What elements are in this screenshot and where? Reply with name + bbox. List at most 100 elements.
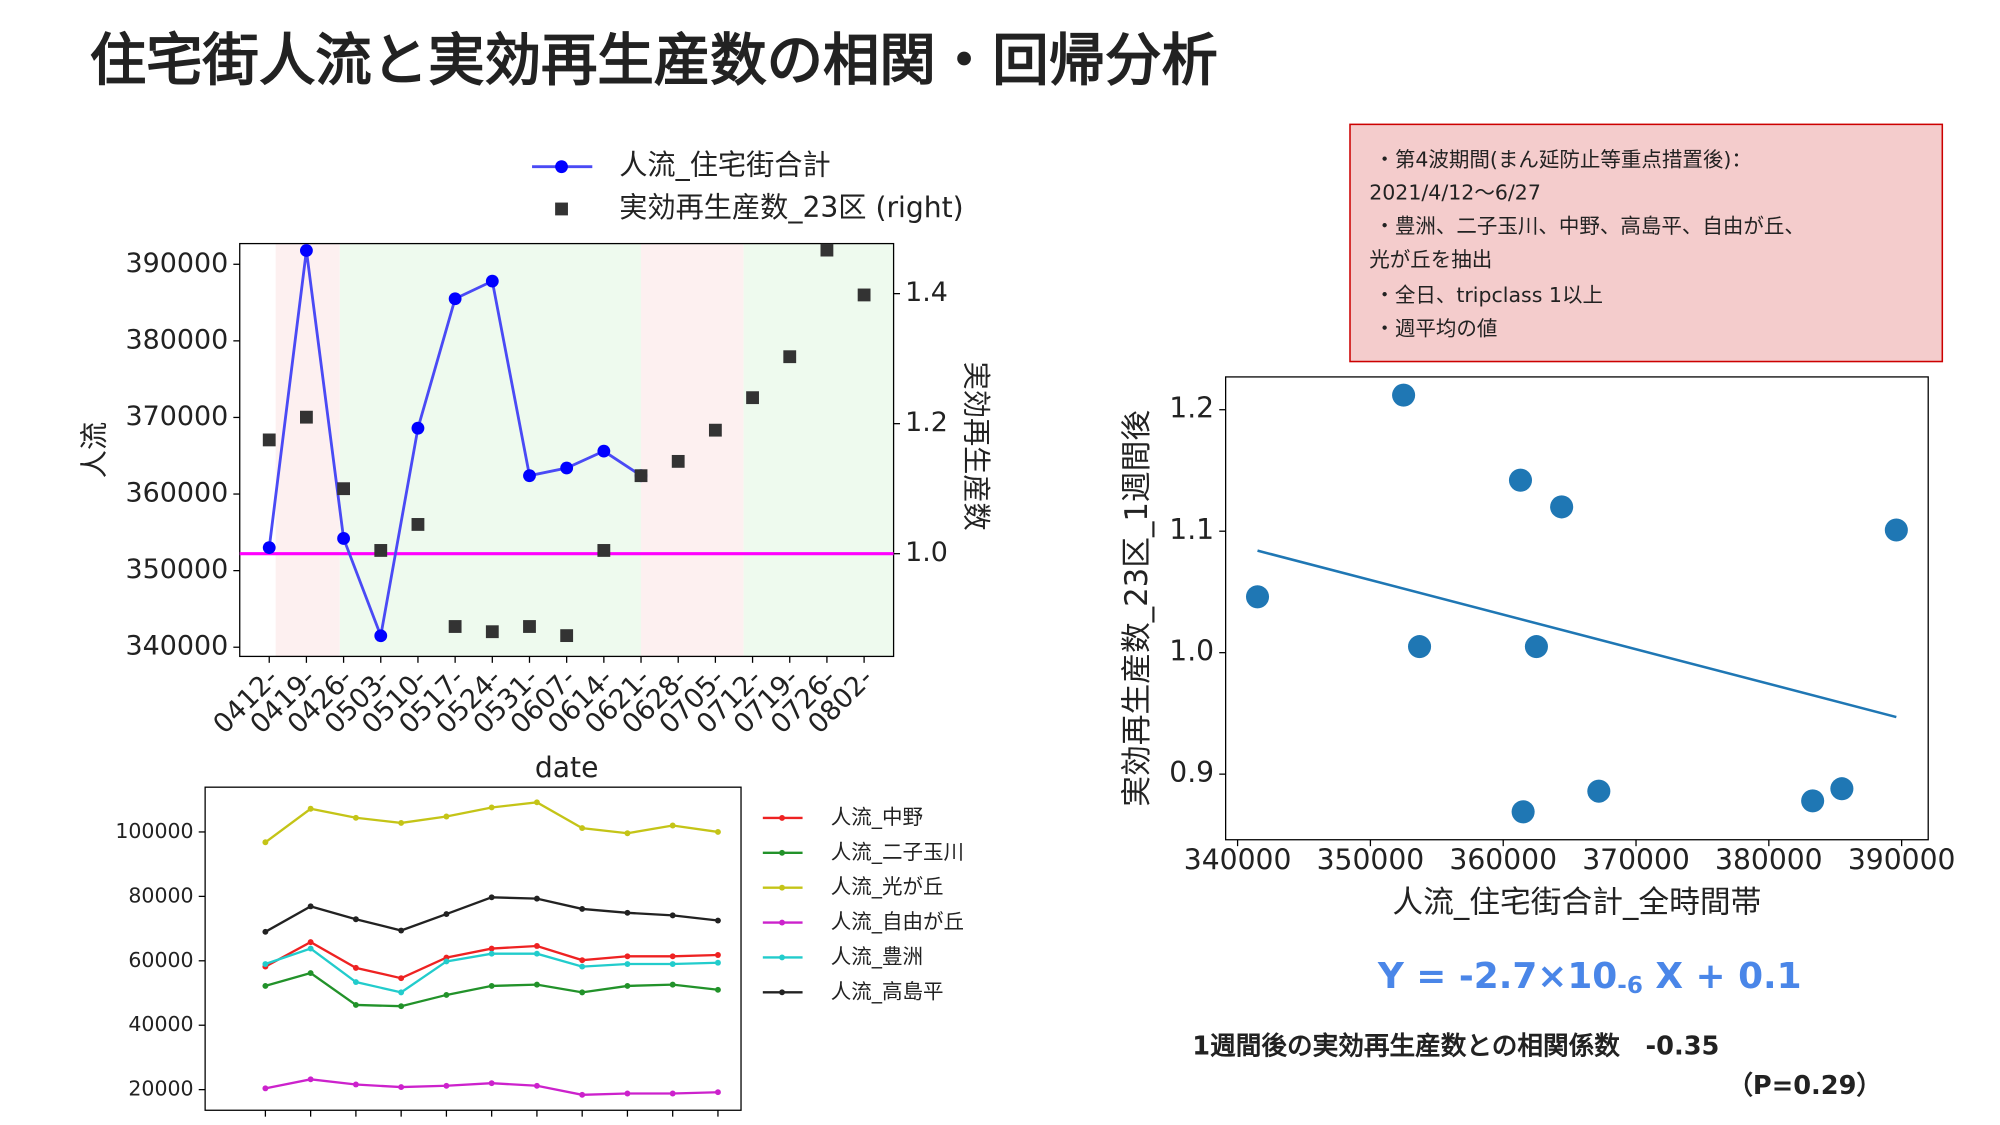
data-point: [1830, 777, 1854, 801]
data-point: [579, 989, 586, 996]
p-value: （P=0.29）: [1727, 1071, 1882, 1101]
data-point: [262, 1085, 269, 1092]
data-point: [1884, 518, 1908, 542]
data-point: [488, 804, 495, 811]
y-tick-label: 1.2: [905, 407, 948, 438]
y-tick-label: 80000: [128, 883, 193, 907]
x-axis-label: 人流_住宅街合計_全時間帯: [1392, 884, 1761, 920]
data-point: [560, 461, 574, 475]
legend-label: 人流_豊洲: [831, 944, 923, 969]
data-point: [669, 1090, 676, 1097]
data-point: [488, 894, 495, 901]
data-point: [443, 911, 450, 918]
data-point: [262, 961, 269, 967]
y-tick-label: 60000: [128, 948, 193, 972]
y-axis-label: 人流: [78, 422, 111, 478]
data-point: [624, 982, 631, 989]
x-axis-label: date: [535, 751, 599, 784]
data-point: [448, 292, 462, 306]
data-point: [374, 629, 388, 643]
legend-marker: [779, 989, 785, 996]
legend-marker: [779, 954, 785, 961]
data-point: [398, 1084, 405, 1091]
note-box: [1349, 123, 1944, 363]
data-point: [669, 953, 676, 960]
note-line: 光が丘を抽出: [1369, 247, 1492, 271]
data-point: [624, 953, 631, 960]
data-point: [1511, 800, 1535, 824]
data-point: [411, 518, 425, 531]
data-point: [398, 975, 405, 982]
data-point: [1801, 789, 1825, 813]
data-point: [337, 482, 350, 496]
data-point: [560, 629, 574, 643]
data-point: [485, 625, 499, 639]
data-point: [262, 982, 269, 989]
data-point: [624, 909, 631, 916]
data-point: [307, 970, 314, 976]
data-point: [352, 979, 359, 986]
data-point: [533, 950, 540, 957]
y-tick-label: 1.4: [905, 277, 948, 308]
data-point: [398, 927, 405, 934]
data-point: [669, 981, 676, 988]
y-tick-label: 100000: [115, 819, 193, 843]
period-shade: [641, 243, 744, 657]
data-point: [488, 945, 495, 952]
data-point: [533, 799, 540, 806]
data-point: [352, 964, 359, 971]
data-point: [485, 274, 499, 288]
data-point: [262, 433, 276, 447]
data-point: [624, 961, 631, 967]
x-tick-label: 370000: [1582, 844, 1690, 877]
data-point: [533, 895, 540, 902]
data-point: [443, 958, 450, 965]
legend-label: 人流_高島平: [831, 979, 944, 1004]
data-point: [597, 544, 611, 557]
data-point: [398, 989, 405, 996]
y-tick-label: 390000: [125, 248, 228, 279]
data-point: [579, 957, 586, 964]
data-point: [300, 244, 313, 257]
plot-frame: [1225, 376, 1929, 841]
data-point: [523, 620, 536, 633]
data-point: [783, 350, 797, 364]
data-point: [352, 814, 359, 821]
data-point: [715, 829, 721, 835]
data-point: [533, 981, 540, 988]
data-point: [307, 805, 314, 812]
data-point: [715, 959, 721, 966]
data-point: [715, 917, 721, 924]
data-point: [669, 822, 676, 829]
data-point: [669, 961, 676, 967]
data-point: [597, 444, 611, 458]
equation-main: Y = -2.7×10: [1377, 956, 1617, 997]
legend-marker: [779, 884, 785, 891]
period-shade: [339, 243, 642, 657]
data-point: [708, 423, 722, 437]
y-tick-label: 1.0: [905, 537, 948, 568]
legend-label: 人流_住宅街合計: [619, 149, 830, 182]
data-point: [374, 544, 388, 557]
data-point: [669, 912, 676, 919]
data-point: [352, 916, 359, 923]
data-point: [579, 963, 586, 970]
data-point: [820, 243, 834, 257]
x-tick-label: 360000: [1449, 844, 1557, 877]
data-point: [352, 1081, 359, 1088]
data-point: [443, 1082, 450, 1089]
data-point: [488, 982, 495, 989]
data-point: [262, 928, 269, 935]
note-line: ・豊洲、二子玉川、中野、高島平、自由が丘、: [1374, 214, 1805, 238]
data-point: [715, 986, 721, 993]
y-tick-label: 380000: [125, 324, 228, 355]
data-point: [1587, 779, 1611, 803]
data-point: [579, 825, 586, 832]
data-point: [579, 1091, 586, 1098]
y-tick-label: 0.9: [1169, 756, 1214, 789]
x-tick-label: 340000: [1184, 844, 1292, 877]
x-tick-label: 350000: [1317, 844, 1425, 877]
plot-frame: [204, 786, 742, 1111]
y-tick-label: 350000: [125, 554, 228, 585]
data-point: [746, 391, 759, 405]
